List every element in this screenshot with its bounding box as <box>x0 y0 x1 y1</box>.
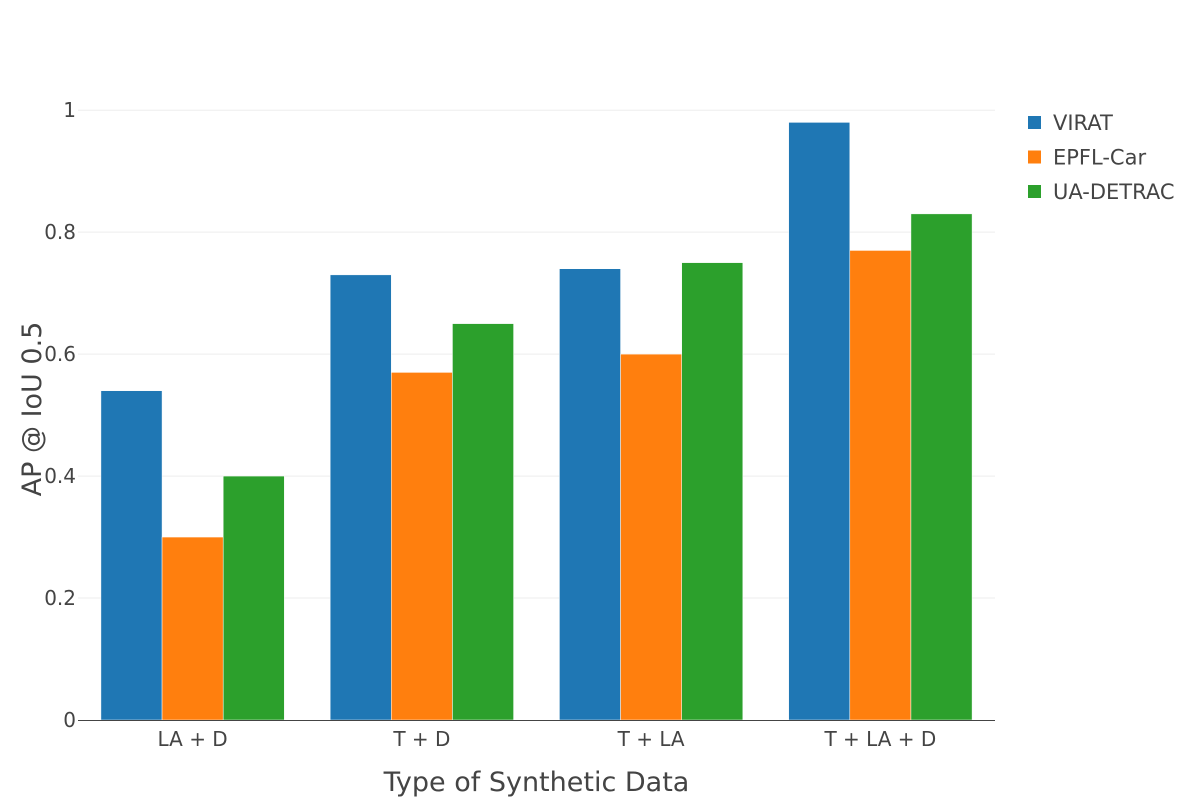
bar-epfl-car[interactable] <box>849 250 912 721</box>
bar-epfl-car[interactable] <box>620 353 682 721</box>
bar-virat[interactable] <box>329 274 392 721</box>
x-tick-label: LA + D <box>158 727 228 751</box>
bar-epfl-car[interactable] <box>161 536 224 721</box>
legend-label[interactable]: EPFL-Car <box>1053 146 1146 170</box>
x-tick-label: T + D <box>392 727 450 751</box>
bar-virat[interactable] <box>100 390 163 721</box>
bar-ua-detrac[interactable] <box>681 262 744 721</box>
legend-swatch[interactable] <box>1028 150 1041 164</box>
bar-ua-detrac[interactable] <box>910 213 973 721</box>
y-tick-label: 0.8 <box>44 220 76 244</box>
bar-ua-detrac[interactable] <box>222 475 285 721</box>
legend: VIRAT EPFL-Car UA-DETRAC <box>1028 111 1175 204</box>
y-axis-title: AP @ IoU 0.5 <box>17 322 48 497</box>
bars <box>100 122 973 721</box>
y-tick-labels: 0 0.2 0.4 0.6 0.8 1 <box>44 98 76 732</box>
legend-swatch[interactable] <box>1028 116 1041 129</box>
y-tick-label: 1 <box>63 98 76 122</box>
x-tick-label: T + LA + D <box>823 727 936 751</box>
bar-virat[interactable] <box>788 122 851 721</box>
x-tick-label: T + LA <box>617 727 685 751</box>
legend-label[interactable]: VIRAT <box>1053 111 1113 135</box>
bar-ua-detrac[interactable] <box>452 323 514 721</box>
y-tick-label: 0.2 <box>44 586 76 610</box>
y-tick-label: 0.4 <box>44 464 76 488</box>
y-tick-label: 0 <box>63 708 76 732</box>
bar-virat[interactable] <box>559 268 621 721</box>
x-axis-title: Type of Synthetic Data <box>383 767 690 798</box>
legend-swatch[interactable] <box>1028 185 1041 198</box>
bar-epfl-car[interactable] <box>391 372 453 721</box>
legend-label[interactable]: UA-DETRAC <box>1053 180 1175 204</box>
x-tick-labels: LA + D T + D T + LA T + LA + D <box>158 727 937 751</box>
y-tick-label: 0.6 <box>44 342 76 366</box>
